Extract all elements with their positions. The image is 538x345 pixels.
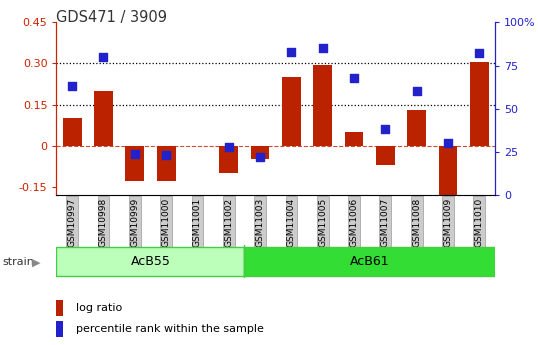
Point bbox=[444, 140, 452, 146]
Text: ▶: ▶ bbox=[32, 257, 41, 267]
Point bbox=[256, 154, 264, 160]
Point bbox=[131, 151, 139, 156]
Point bbox=[350, 75, 358, 80]
Bar bbox=[407, 110, 426, 146]
Text: log ratio: log ratio bbox=[76, 303, 123, 313]
Point bbox=[68, 83, 76, 89]
Text: GDS471 / 3909: GDS471 / 3909 bbox=[56, 10, 167, 24]
Bar bbox=[470, 62, 489, 146]
Bar bbox=[56, 247, 244, 276]
Point bbox=[287, 49, 296, 55]
Bar bbox=[438, 146, 457, 195]
Bar bbox=[376, 146, 395, 165]
Bar bbox=[63, 118, 82, 146]
Point bbox=[318, 46, 327, 51]
Bar bbox=[94, 91, 113, 146]
Bar bbox=[56, 322, 62, 337]
Point bbox=[381, 127, 390, 132]
Text: AcB55: AcB55 bbox=[131, 255, 171, 268]
Bar bbox=[251, 146, 270, 159]
Bar bbox=[56, 300, 62, 316]
Bar bbox=[157, 146, 175, 181]
Point bbox=[99, 54, 108, 60]
Text: AcB61: AcB61 bbox=[350, 255, 390, 268]
Point bbox=[412, 89, 421, 94]
Bar bbox=[282, 77, 301, 146]
Bar bbox=[345, 132, 364, 146]
Point bbox=[162, 152, 171, 158]
Text: strain: strain bbox=[3, 257, 34, 267]
Text: percentile rank within the sample: percentile rank within the sample bbox=[76, 324, 264, 334]
Bar bbox=[313, 65, 332, 146]
Bar bbox=[244, 247, 495, 276]
Point bbox=[475, 51, 484, 56]
Bar bbox=[125, 146, 144, 181]
Bar bbox=[220, 146, 238, 173]
Point bbox=[224, 144, 233, 149]
